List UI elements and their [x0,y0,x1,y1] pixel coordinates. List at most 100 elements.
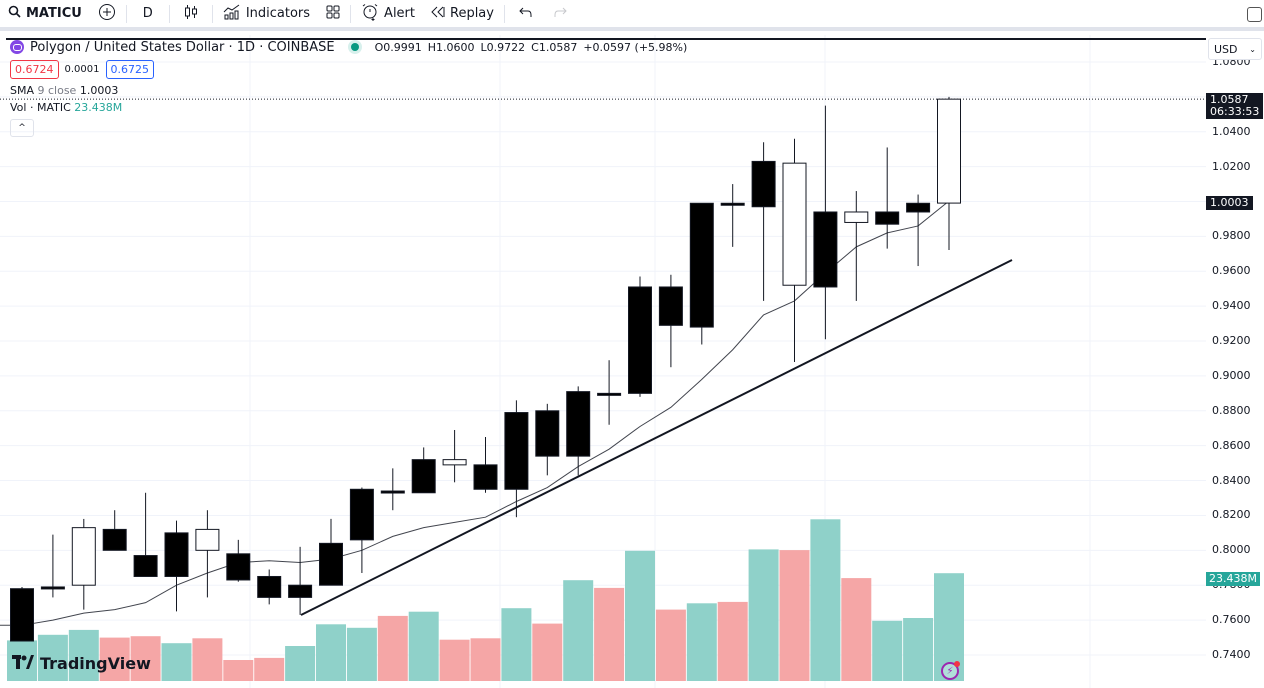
candle-body [658,286,683,326]
tradingview-logo[interactable]: TradingView [12,654,151,673]
redo-button[interactable] [545,0,575,27]
alert-button[interactable]: Alert [353,0,423,27]
volume-bar [872,620,903,681]
volume-bar [346,627,377,681]
symbol-search-button[interactable]: MATICU [0,0,90,27]
sma-label: SMA [10,84,34,97]
tradingview-logo-text: TradingView [40,654,151,673]
candle-body [380,490,405,494]
candle-body [71,527,96,586]
candle-body [720,202,745,206]
search-icon [8,5,21,22]
candle-body [906,202,931,213]
plus-circle-icon [98,3,116,25]
indicators-label: Indicators [245,6,311,21]
fullscreen-button[interactable] [1247,7,1262,22]
undo-icon [519,6,533,22]
chart-type-button[interactable] [172,0,210,27]
volume-bar [223,660,254,681]
volume-bar [779,550,810,681]
indicators-icon [223,4,241,24]
candle-body [535,410,560,457]
volume-bar [316,624,346,681]
candle-body [628,286,652,394]
candle-body [102,528,127,551]
collapse-legend-button[interactable]: ^ [10,119,34,137]
market-status-icon [350,43,359,51]
price-tick-label: 0.8600 [1212,438,1251,452]
candle-body [844,211,869,223]
low-value: L0.9722 [480,40,526,54]
alert-label: Alert [384,6,415,21]
candle-body [319,542,343,586]
volume-bar [501,608,532,681]
chevron-down-icon: ⌄ [1249,44,1256,54]
volume-bar [594,587,625,681]
close-value: C1.0587 [531,40,578,54]
candle-body [566,391,591,457]
price-axis[interactable]: 1.0800 1.0400 1.0200 0.9800 0.9600 0.9400 0.92… [1206,35,1264,688]
divider [168,4,170,23]
volume-bar [563,580,594,681]
price-chart[interactable] [0,35,1206,688]
volume-bar [625,550,655,681]
volume-bar [99,637,130,681]
layouts-button[interactable] [318,0,348,27]
redo-icon [553,6,567,22]
open-value: O0.9991 [374,40,422,54]
candle-body [442,459,467,466]
chart-pane[interactable] [0,35,1206,688]
currency-select[interactable]: USD ⌄ [1208,38,1262,60]
volume-legend-row[interactable]: Vol · MATIC 23.438M [10,101,687,114]
volume-bar [686,603,717,681]
change-value: +0.0597 (+5.98%) [583,40,688,54]
candle-body [10,588,34,642]
high-value: H1.0600 [427,40,475,54]
compare-symbol-button[interactable] [90,0,124,27]
volume-bar [130,636,161,681]
bid-button[interactable]: 0.6724 [10,60,59,79]
indicators-button[interactable]: Indicators [215,0,318,27]
candle-body [164,532,189,577]
volume-bar [7,640,37,681]
sma-value: 1.0003 [79,84,119,97]
volume-bar [439,639,470,681]
volume-bar [192,638,223,681]
sma-line [0,200,950,626]
volume-bar [532,623,563,681]
symbol-title[interactable]: Polygon / United States Dollar · 1D · CO… [30,39,335,55]
trend-line [300,259,1013,616]
candle-body [226,553,251,581]
sma-legend-row[interactable]: SMA 9 close 1.0003 [10,84,687,97]
sma-params: 9 close [37,84,77,97]
grid-icon [326,5,340,23]
candle-body [40,586,65,590]
candle-body [813,211,838,288]
candle-body [875,211,900,225]
undo-button[interactable] [507,0,545,27]
candle-body [257,575,282,598]
divider [503,4,505,23]
volume-bar [408,611,439,681]
alarm-clock-icon [361,3,379,25]
chart-legend: Polygon / United States Dollar · 1D · CO… [10,38,687,137]
candle-body [288,584,313,598]
rewind-icon [431,6,445,22]
price-tick-label: 0.7600 [1212,613,1251,627]
candles-icon [184,4,198,24]
volume-bar [254,657,285,681]
ask-button[interactable]: 0.6725 [105,60,154,79]
price-tick-label: 0.8400 [1212,473,1251,487]
replay-button[interactable]: Replay [423,0,502,27]
volume-bar [68,629,99,681]
lightning-bolt-icon[interactable]: ⚡ [941,661,960,680]
candle-body [411,459,436,494]
candle-body [597,392,622,396]
candle-body [937,98,961,204]
volume-bar [285,646,316,681]
chevron-up-icon: ^ [18,123,26,133]
interval-button[interactable]: D [142,6,153,21]
price-tick-label: 0.8800 [1212,403,1251,417]
price-tick-label: 1.0200 [1212,159,1251,173]
candle-body [133,555,158,577]
